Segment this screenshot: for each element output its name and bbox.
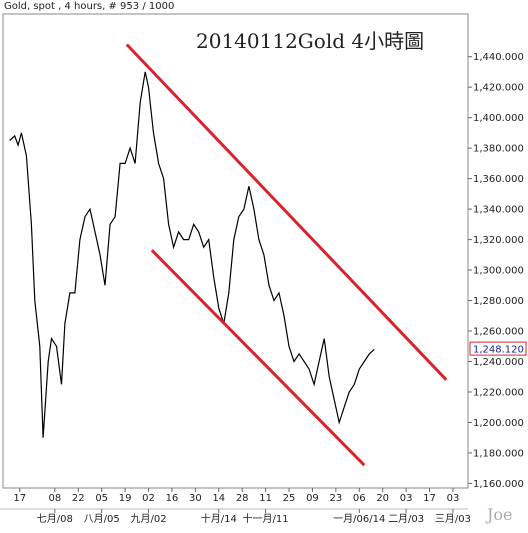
x-tick-label-secondary: 一月/06/14	[333, 513, 385, 525]
price-line	[9, 71, 375, 438]
x-tick-label: 30	[189, 493, 202, 504]
x-tick-label: 05	[95, 493, 108, 504]
x-tick-label-secondary: 十一月/11	[243, 512, 289, 525]
y-tick-label: 1,260.000	[473, 327, 524, 338]
y-tick-label: 1,400.000	[473, 113, 524, 124]
y-tick-label: 1,300.000	[473, 266, 524, 277]
x-tick-label: 09	[306, 493, 319, 504]
x-tick-label-secondary: 二月/03	[388, 513, 424, 525]
y-tick-label: 1,380.000	[473, 144, 524, 155]
y-tick-label: 1,180.000	[473, 448, 524, 459]
x-tick-label-secondary: 七月/08	[37, 513, 73, 525]
last-price-box	[469, 341, 527, 356]
y-tick-label: 1,200.000	[473, 418, 524, 429]
x-tick-label: 08	[48, 493, 61, 504]
y-tick-label: 1,360.000	[473, 174, 524, 185]
watermark: Joe	[485, 505, 513, 524]
last-price-label: 1,248.120	[473, 345, 524, 356]
chart-title: 20140112Gold 4小時圖	[196, 29, 424, 53]
x-tick-label: 25	[283, 493, 296, 504]
y-tick-label: 1,160.000	[473, 479, 524, 490]
y-tick-label: 1,240.000	[473, 357, 524, 368]
y-tick-label: 1,220.000	[473, 387, 524, 398]
x-tick-label: 03	[447, 493, 460, 504]
chart-header: Gold, spot , 4 hours, # 953 / 1000	[4, 1, 174, 12]
y-tick-label: 1,280.000	[473, 296, 524, 307]
trend-line	[125, 43, 448, 381]
x-tick-label: 06	[353, 493, 366, 504]
x-tick-label: 17	[423, 493, 436, 504]
y-tick-label: 1,420.000	[473, 83, 524, 94]
x-tick-label: 02	[142, 493, 155, 504]
x-tick-label: 20	[376, 493, 389, 504]
x-tick-label-secondary: 九月/02	[130, 513, 166, 525]
y-tick-label: 1,440.000	[473, 52, 524, 63]
x-tick-label: 22	[72, 493, 85, 504]
plot-frame	[2, 13, 469, 489]
x-tick-label: 28	[236, 493, 249, 504]
y-tick-label: 1,320.000	[473, 235, 524, 246]
y-tick-label: 1,340.000	[473, 205, 524, 216]
x-tick-label: 19	[119, 493, 132, 504]
x-tick-label-secondary: 八月/05	[84, 513, 120, 525]
x-tick-label: 17	[13, 493, 26, 504]
x-tick-label: 03	[400, 493, 413, 504]
x-tick-label: 14	[212, 493, 225, 504]
x-tick-label-secondary: 十月/14	[201, 512, 237, 525]
x-tick-label-secondary: 三月/03	[435, 513, 471, 525]
x-tick-label: 16	[166, 493, 179, 504]
x-tick-label: 11	[259, 493, 272, 504]
x-tick-label: 23	[329, 493, 342, 504]
trend-line	[150, 249, 366, 467]
